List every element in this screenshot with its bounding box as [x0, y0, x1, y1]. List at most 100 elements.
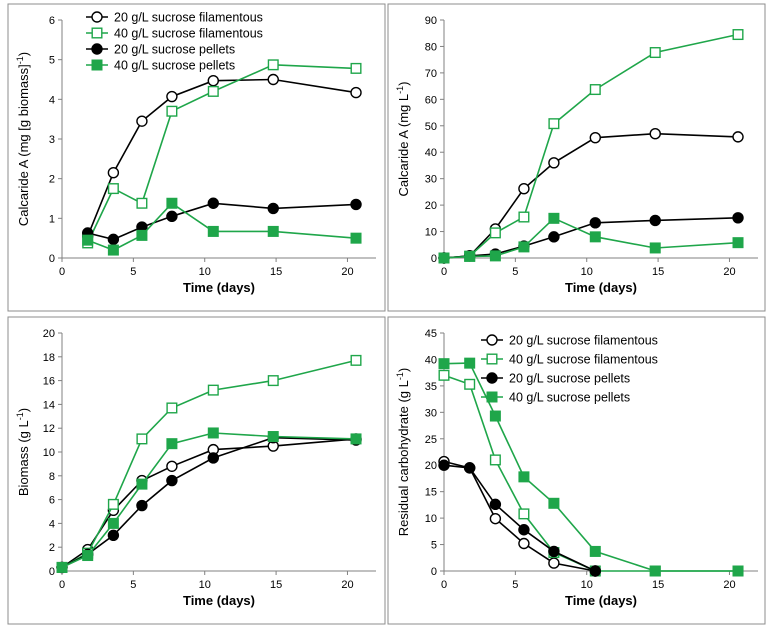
data-point — [82, 550, 94, 562]
y-tick-label: 12 — [43, 423, 55, 435]
data-point — [136, 499, 148, 512]
series-3 — [438, 459, 601, 577]
data-point — [350, 433, 362, 445]
data-point — [166, 105, 178, 117]
data-point — [548, 118, 560, 130]
data-point — [548, 497, 560, 509]
data-point — [518, 211, 530, 223]
y-axis-title: Biomass (g L-1) — [15, 408, 31, 496]
data-point — [166, 197, 178, 209]
legend: 20 g/L sucrose filamentous 40 g/L sucrose… — [86, 11, 263, 73]
series-1 — [438, 128, 744, 264]
data-point — [166, 402, 178, 414]
data-point — [463, 462, 476, 474]
y-tick-label: 6 — [49, 495, 55, 507]
series-line — [61, 438, 357, 569]
data-point — [489, 498, 502, 511]
y-tick-label: 0 — [49, 253, 55, 265]
x-tick-label: 10 — [199, 266, 211, 278]
y-axis-title: Residual carbohydrate (g L-1) — [395, 368, 411, 536]
chart-panel-2: 0 10 20 30 40 50 60 70 80 90 0 5 10 15 20 Time (days) Ca… — [387, 3, 766, 312]
data-point — [589, 231, 601, 243]
data-point — [518, 183, 530, 195]
legend-marker — [486, 391, 498, 403]
data-point — [589, 84, 601, 96]
x-tick-label: 20 — [723, 266, 735, 278]
legend-label: 40 g/L sucrose filamentous — [114, 27, 263, 41]
data-point — [548, 557, 560, 569]
series-line — [443, 362, 738, 572]
data-point — [82, 234, 94, 246]
y-tick-label: 6 — [49, 15, 55, 27]
panel-frame — [7, 316, 386, 625]
legend-label: 20 g/L sucrose filamentous — [114, 11, 263, 25]
data-point — [438, 459, 450, 471]
data-point — [649, 47, 661, 59]
data-point — [732, 565, 744, 577]
series-4 — [438, 212, 744, 264]
legend-marker — [486, 353, 498, 365]
data-point — [207, 85, 219, 97]
x-tick-label: 0 — [441, 579, 447, 591]
data-point — [207, 74, 219, 87]
x-tick-label: 5 — [512, 579, 518, 591]
series-line — [443, 374, 738, 572]
data-point — [518, 508, 530, 520]
y-tick-label: 1 — [49, 213, 55, 225]
chart-panel-4: 0 5 10 15 20 25 30 35 40 45 0 5 10 15 20 Time (days) Res… — [387, 316, 766, 625]
y-tick-label: 50 — [425, 121, 437, 133]
data-point — [166, 210, 178, 223]
panel-frame — [387, 316, 766, 625]
legend-marker — [91, 43, 103, 55]
data-point — [464, 250, 476, 262]
data-point — [107, 167, 120, 179]
y-tick-label: 70 — [425, 68, 437, 80]
x-tick-label: 15 — [652, 266, 664, 278]
y-tick-label: 14 — [43, 399, 55, 411]
y-tick-label: 0 — [431, 566, 437, 578]
data-point — [438, 358, 450, 370]
data-point — [56, 561, 68, 573]
y-tick-label: 30 — [425, 407, 437, 419]
y-tick-label: 35 — [425, 381, 437, 393]
series-4 — [438, 357, 744, 577]
y-tick-label: 10 — [425, 513, 437, 525]
legend-marker — [486, 372, 498, 384]
x-tick-label: 15 — [270, 579, 282, 591]
data-point — [207, 197, 219, 209]
series-line — [61, 359, 357, 569]
data-point — [166, 438, 178, 450]
data-point — [350, 86, 362, 99]
series-4 — [82, 197, 362, 256]
data-point — [107, 517, 119, 529]
legend-label: 20 g/L sucrose pellets — [114, 43, 235, 57]
data-point — [649, 242, 661, 254]
data-point — [518, 471, 530, 483]
y-tick-label: 20 — [425, 200, 437, 212]
legend-label: 40 g/L sucrose pellets — [509, 391, 630, 405]
y-tick-label: 5 — [49, 55, 55, 67]
legend-marker — [91, 11, 103, 23]
y-tick-label: 80 — [425, 41, 437, 53]
y-tick-label: 5 — [431, 540, 437, 552]
data-point — [107, 529, 120, 541]
x-tick-label: 20 — [341, 266, 353, 278]
panel-frame — [7, 3, 386, 312]
y-tick-label: 2 — [49, 174, 55, 186]
data-point — [207, 384, 219, 396]
x-tick-label: 15 — [652, 579, 664, 591]
legend-label: 40 g/L sucrose pellets — [114, 59, 235, 73]
data-point — [207, 427, 219, 439]
data-point — [649, 565, 661, 577]
x-tick-label: 5 — [512, 266, 518, 278]
data-point — [548, 545, 560, 558]
data-point — [107, 244, 119, 256]
data-point — [350, 354, 362, 366]
y-tick-label: 90 — [425, 15, 437, 27]
data-point — [267, 59, 279, 71]
data-point — [464, 378, 476, 390]
x-tick-label: 20 — [723, 579, 735, 591]
data-point — [267, 73, 279, 86]
data-point — [732, 212, 744, 224]
